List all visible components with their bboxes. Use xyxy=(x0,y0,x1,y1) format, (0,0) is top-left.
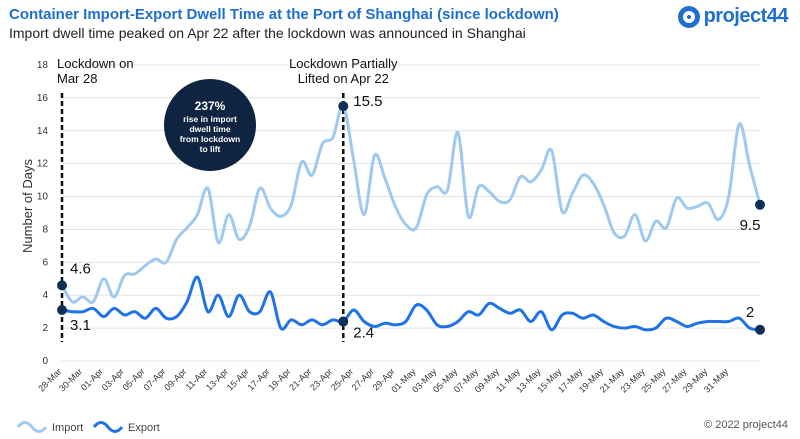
callout-text: to lift xyxy=(200,144,221,154)
data-point-label: 15.5 xyxy=(353,93,382,110)
x-tick-label: 17-Apr xyxy=(246,366,272,392)
x-tick-label: 15-Apr xyxy=(225,366,251,392)
x-tick-label: 09-Apr xyxy=(162,366,188,392)
y-tick-label: 12 xyxy=(37,159,49,170)
event-label: Lockdown on xyxy=(57,56,134,71)
chart-subtitle: Import dwell time peaked on Apr 22 after… xyxy=(9,25,526,41)
data-point-marker xyxy=(338,316,349,327)
event-label: Mar 28 xyxy=(57,71,97,86)
grid-lines xyxy=(62,64,760,362)
logo-icon xyxy=(677,5,700,28)
chart-title: Container Import-Export Dwell Time at th… xyxy=(9,6,559,23)
copyright-text: © 2022 project44 xyxy=(704,419,788,431)
y-tick-label: 14 xyxy=(37,126,49,137)
series-lines xyxy=(60,104,762,332)
data-point-marker xyxy=(57,305,67,316)
data-point-label: 4.6 xyxy=(70,260,91,277)
callout-text: dwell time xyxy=(189,124,230,134)
data-point-label: 2 xyxy=(746,304,754,321)
event-label: Lifted on Apr 22 xyxy=(298,71,389,86)
data-point-label: 3.1 xyxy=(70,317,91,334)
y-tick-label: 6 xyxy=(42,257,48,268)
x-axis-ticks: 28-Mar30-Mar01-Apr03-Apr05-Apr07-Apr09-A… xyxy=(36,366,730,395)
y-tick-label: 18 xyxy=(37,60,49,71)
x-tick-label: 21-Apr xyxy=(287,366,313,392)
y-tick-label: 0 xyxy=(42,356,48,367)
x-tick-label: 03-Apr xyxy=(100,366,126,392)
legend-label: Export xyxy=(128,422,160,434)
y-axis-label: Number of Days xyxy=(20,159,35,253)
x-tick-label: 01-Apr xyxy=(79,366,105,392)
callout-text: from lockdown xyxy=(180,134,240,144)
project44-logo: project44 xyxy=(677,5,789,28)
x-tick-label: 23-Apr xyxy=(308,366,334,392)
export-series-line xyxy=(61,275,761,332)
y-tick-label: 4 xyxy=(42,290,48,301)
y-tick-label: 10 xyxy=(37,192,49,203)
x-tick-label: 27-Apr xyxy=(350,366,376,392)
x-tick-label: 25-Apr xyxy=(329,366,355,392)
point-annotations: 4.6 3.1 15.5 2.4 9.5 2 xyxy=(57,93,765,342)
callout-text: rise in import xyxy=(183,114,237,124)
export-legend-swatch xyxy=(92,421,124,433)
x-tick-label: 13-Apr xyxy=(204,366,230,392)
event-label: Lockdown Partially xyxy=(289,56,398,71)
callout-circle xyxy=(164,79,256,171)
y-tick-label: 16 xyxy=(37,93,49,104)
y-tick-label: 8 xyxy=(42,224,48,235)
data-point-marker xyxy=(755,324,765,335)
data-point-label: 9.5 xyxy=(740,217,761,234)
callout-text: 237% xyxy=(195,99,226,113)
x-tick-label: 05-Apr xyxy=(121,366,147,392)
legend-label: Import xyxy=(52,422,83,434)
x-tick-label: 07-Apr xyxy=(141,366,167,392)
logo-text: project44 xyxy=(703,5,789,27)
x-tick-label: 30-Mar xyxy=(57,366,84,393)
legend: Import Export xyxy=(16,421,160,434)
y-axis-ticks: 0 2 4 6 8 10 12 14 16 18 xyxy=(37,60,49,367)
data-point-marker xyxy=(57,280,67,291)
y-tick-label: 2 xyxy=(42,323,48,334)
data-point-marker xyxy=(338,101,349,112)
data-point-marker xyxy=(755,199,765,210)
x-tick-label: 19-Apr xyxy=(266,366,292,392)
import-series-line xyxy=(60,104,762,304)
data-point-label: 2.4 xyxy=(353,325,374,342)
import-legend-swatch xyxy=(16,421,48,433)
